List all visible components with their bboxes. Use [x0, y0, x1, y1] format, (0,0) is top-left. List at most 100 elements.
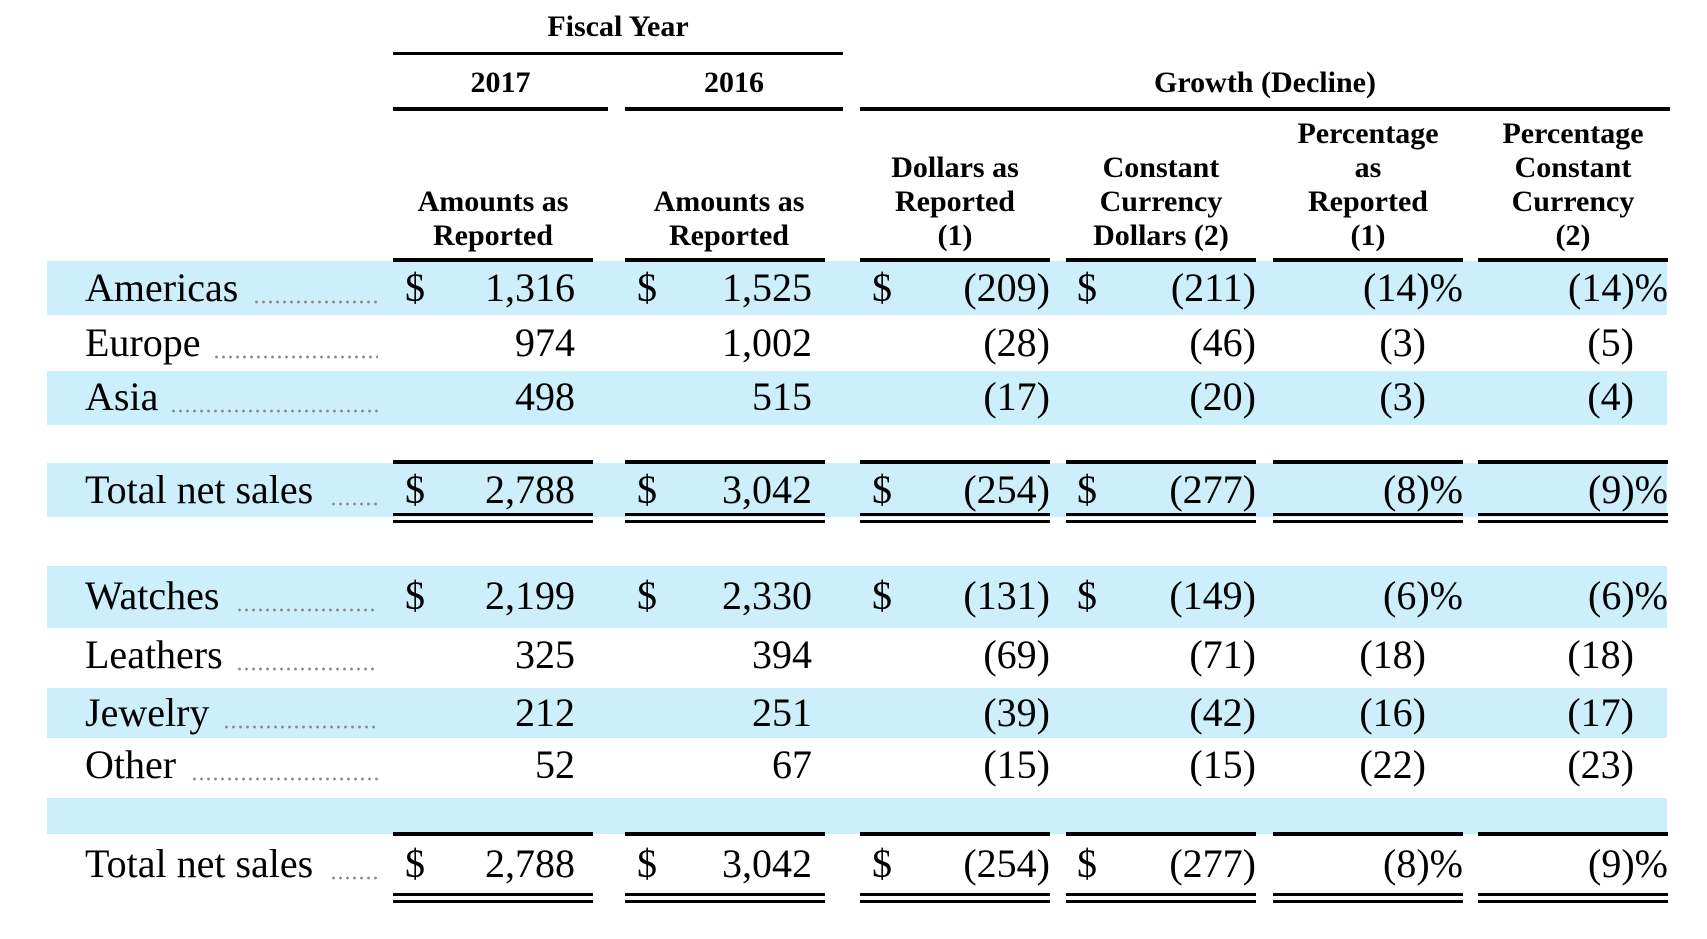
total-double-rule: [393, 513, 593, 516]
total-top-rule: [1273, 832, 1463, 836]
currency-symbol: $: [1077, 265, 1097, 310]
value-2017: 2,788: [485, 841, 575, 886]
total-double-rule: [1066, 900, 1256, 903]
row-label: Americas: [85, 265, 239, 310]
value-2017: 1,316: [485, 265, 575, 310]
value-pct-cc: (14)%: [1568, 265, 1668, 310]
currency-symbol: $: [405, 573, 425, 618]
leader-dots: [253, 299, 378, 305]
value-pct-reported: (16): [1359, 690, 1426, 735]
col-rule-pct: [1273, 258, 1463, 262]
currency-symbol: $: [637, 467, 657, 512]
total-double-rule: [1066, 520, 1256, 523]
total-double-rule: [860, 513, 1050, 516]
currency-symbol: $: [872, 573, 892, 618]
total-double-rule: [625, 513, 825, 516]
leader-dots: [191, 776, 378, 782]
col-rule-dollars: [860, 258, 1050, 262]
value-2017: 498: [515, 374, 575, 419]
leader-dots: [236, 607, 378, 613]
value-cc-dollars: (277): [1169, 841, 1256, 886]
total-top-rule: [1066, 832, 1256, 836]
col-rule-cc-dollars: [1066, 258, 1256, 262]
currency-symbol: $: [1077, 573, 1097, 618]
value-pct-reported: (6)%: [1383, 573, 1463, 618]
total-double-rule: [1273, 900, 1463, 903]
total-top-rule: [625, 460, 825, 464]
total-top-rule: [625, 832, 825, 836]
total-double-rule: [1478, 520, 1668, 523]
value-2017: 325: [515, 632, 575, 677]
value-2016: 394: [752, 632, 812, 677]
row-label: Total net sales: [85, 841, 314, 886]
value-dollars-reported: (254): [963, 841, 1050, 886]
year-2017-heading: 2017: [470, 66, 531, 99]
total-top-rule: [393, 460, 593, 464]
fiscal-year-rule: [393, 52, 843, 55]
row-label: Jewelry: [85, 690, 210, 735]
col-rule-2017: [393, 258, 593, 262]
value-cc-dollars: (277): [1169, 467, 1256, 512]
total-double-rule: [860, 520, 1050, 523]
leader-dots: [330, 501, 378, 507]
value-cc-dollars: (71): [1189, 632, 1256, 677]
value-2017: 2,199: [485, 573, 575, 618]
value-cc-dollars: (149): [1169, 573, 1256, 618]
value-2016: 1,002: [722, 320, 812, 365]
row-label: Leathers: [85, 632, 223, 677]
col-header-pct-cc: Percentage Constant Currency (2): [1502, 117, 1644, 252]
total-top-rule: [860, 460, 1050, 464]
value-pct-reported: (3): [1379, 320, 1426, 365]
col-rule-pct-cc: [1478, 258, 1668, 262]
total-double-rule: [625, 520, 825, 523]
total-double-rule: [1478, 893, 1668, 896]
total-double-rule: [1478, 900, 1668, 903]
value-pct-cc: (9)%: [1588, 841, 1668, 886]
value-pct-reported: (22): [1359, 742, 1426, 787]
value-dollars-reported: (209): [963, 265, 1050, 310]
value-pct-cc: (4): [1587, 374, 1634, 419]
row-band-watches: [47, 566, 1667, 628]
total-double-rule: [625, 900, 825, 903]
currency-symbol: $: [405, 467, 425, 512]
total-top-rule: [1478, 832, 1668, 836]
col-header-pct-reported: Percentage as Reported (1): [1297, 117, 1439, 252]
value-cc-dollars: (42): [1189, 690, 1256, 735]
currency-symbol: $: [872, 841, 892, 886]
total-double-rule: [860, 900, 1050, 903]
value-2016: 3,042: [722, 467, 812, 512]
value-cc-dollars: (211): [1170, 265, 1256, 310]
col-header-dollars-reported: Dollars as Reported (1): [891, 151, 1019, 252]
col-header-cc-dollars: Constant Currency Dollars (2): [1093, 151, 1229, 252]
row-band-americas: [47, 261, 1667, 315]
value-2016: 515: [752, 374, 812, 419]
value-dollars-reported: (28): [983, 320, 1050, 365]
growth-rule: [860, 107, 1670, 111]
year-2016-heading: 2016: [704, 66, 764, 99]
leader-dots: [170, 408, 378, 414]
value-pct-reported: (8)%: [1383, 467, 1463, 512]
value-dollars-reported: (69): [983, 632, 1050, 677]
year-2016-rule: [625, 107, 843, 111]
year-2017-rule: [393, 107, 608, 111]
value-dollars-reported: (131): [963, 573, 1050, 618]
leader-dots: [236, 666, 378, 672]
total-double-rule: [1273, 513, 1463, 516]
value-dollars-reported: (254): [963, 467, 1050, 512]
value-pct-reported: (18): [1359, 632, 1426, 677]
value-2016: 1,525: [722, 265, 812, 310]
currency-symbol: $: [637, 841, 657, 886]
currency-symbol: $: [637, 265, 657, 310]
total-double-rule: [860, 893, 1050, 896]
row-label: Other: [85, 742, 177, 787]
row-label: Total net sales: [85, 467, 314, 512]
growth-heading: Growth (Decline): [1154, 66, 1376, 99]
value-pct-cc: (9)%: [1588, 467, 1668, 512]
total-top-rule: [1066, 460, 1256, 464]
value-pct-cc: (23): [1567, 742, 1634, 787]
total-double-rule: [1273, 893, 1463, 896]
value-2016: 3,042: [722, 841, 812, 886]
row-label: Asia: [85, 374, 159, 419]
currency-symbol: $: [1077, 841, 1097, 886]
total-top-rule: [1273, 460, 1463, 464]
